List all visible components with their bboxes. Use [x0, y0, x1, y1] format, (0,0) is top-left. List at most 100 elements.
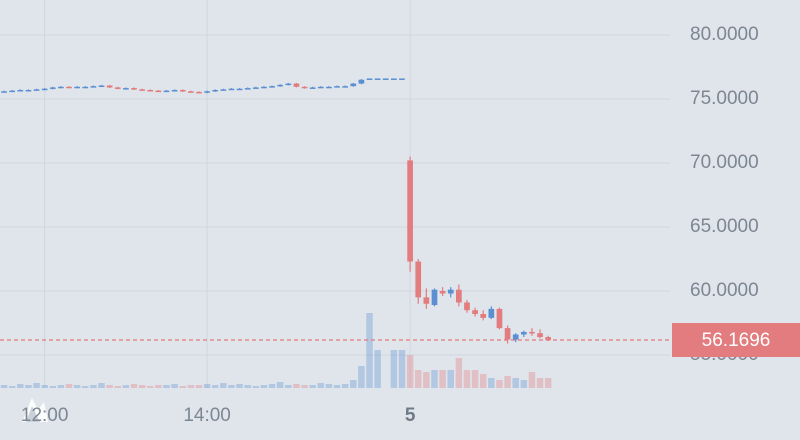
y-tick-label: 70.0000: [690, 152, 759, 173]
volume-bar: [49, 386, 57, 388]
volume-bar: [358, 366, 365, 388]
candle-body: [520, 331, 527, 335]
volume-bar: [512, 378, 519, 388]
x-tick-label: 12:00: [21, 405, 69, 426]
volume-bar: [57, 385, 65, 388]
volume-bar: [179, 386, 186, 388]
plot: [0, 0, 670, 388]
volume-bar: [317, 383, 325, 388]
volume-bar: [309, 385, 316, 388]
volume-bar: [90, 385, 97, 388]
y-tick-label: 80.0000: [690, 24, 759, 45]
last-price-box: [672, 323, 800, 358]
candle-body: [366, 78, 373, 80]
volume-bar: [122, 385, 130, 388]
volume-bar: [325, 384, 333, 388]
volume-bar: [41, 385, 48, 388]
candle-body: [171, 89, 178, 92]
volume-bar: [276, 382, 284, 388]
volume-bar: [25, 385, 32, 388]
candle-body: [423, 297, 430, 304]
candle-body: [123, 88, 129, 90]
candle-body: [114, 87, 121, 89]
volume-bar: [463, 370, 471, 388]
volume-bar: [171, 384, 178, 388]
volume-bar: [447, 370, 454, 388]
volume-bar: [33, 383, 40, 388]
volume-bar: [98, 383, 105, 388]
candle-body: [196, 91, 202, 94]
candle-body: [293, 83, 300, 87]
volume-bar: [390, 350, 398, 388]
volume-bar: [536, 378, 544, 388]
candle-body: [317, 86, 324, 89]
candle-body: [82, 86, 89, 89]
candle-body: [204, 91, 210, 93]
volume-bar: [65, 384, 73, 388]
candle-body: [269, 86, 275, 88]
candle-body: [244, 88, 251, 90]
watermark-logo: [22, 398, 48, 422]
y-tick-label: 75.0000: [690, 88, 759, 109]
volume-bar: [130, 384, 138, 388]
candle-body: [33, 89, 40, 91]
volume-bar: [268, 384, 276, 388]
candle-body: [131, 88, 137, 90]
candle-body: [139, 89, 145, 91]
last-price-label: 56.1696: [702, 330, 771, 351]
volume-bar: [220, 383, 227, 388]
candle-body: [66, 86, 72, 89]
volume-bar: [203, 384, 211, 388]
volume-bar: [82, 386, 89, 388]
candle-body: [358, 79, 365, 84]
candle-body: [188, 91, 194, 93]
volume-bar: [471, 370, 479, 388]
volume-bar: [155, 385, 162, 388]
volume-bar: [414, 370, 422, 388]
candle-body: [537, 333, 543, 338]
volume-bar: [374, 350, 381, 388]
volume-bar: [285, 385, 292, 388]
candle-body: [147, 89, 154, 92]
volume-bar: [455, 358, 463, 388]
volume-bar: [301, 385, 308, 388]
volume-bar: [138, 385, 146, 388]
candle-body: [236, 88, 243, 91]
volume-bar: [431, 370, 438, 388]
volume-bar: [366, 313, 373, 388]
volume-bar: [488, 378, 495, 388]
candle-body: [301, 86, 308, 89]
volume-bar: [17, 384, 24, 388]
candle-body: [106, 85, 113, 88]
candle-body: [504, 328, 511, 340]
candle-body: [309, 87, 316, 89]
candle-body: [512, 334, 519, 340]
candle-body: [382, 78, 389, 80]
y-tick-label: 60.0000: [690, 280, 759, 301]
candle-body: [58, 86, 64, 89]
candle-body: [407, 160, 413, 262]
volume-bar: [496, 380, 503, 388]
candle-body: [9, 90, 16, 93]
candle-body: [480, 314, 487, 318]
candle-body: [439, 290, 446, 294]
candle-body: [155, 90, 162, 93]
volume-bar: [114, 386, 122, 388]
y-tick-label: 65.0000: [690, 216, 759, 237]
candle-body: [350, 83, 357, 87]
candle-body: [220, 89, 227, 91]
candle-body: [456, 289, 462, 303]
candle-body: [277, 84, 284, 87]
candle-body: [326, 86, 332, 89]
volume-bar: [187, 385, 195, 388]
candle-body: [90, 86, 97, 88]
candle-body: [374, 78, 381, 80]
candle-body: [472, 310, 478, 315]
volume-bar: [244, 385, 251, 388]
candle-body: [25, 89, 32, 92]
candle-body: [74, 86, 80, 89]
candle-body: [179, 89, 186, 92]
candle-body: [228, 88, 235, 91]
